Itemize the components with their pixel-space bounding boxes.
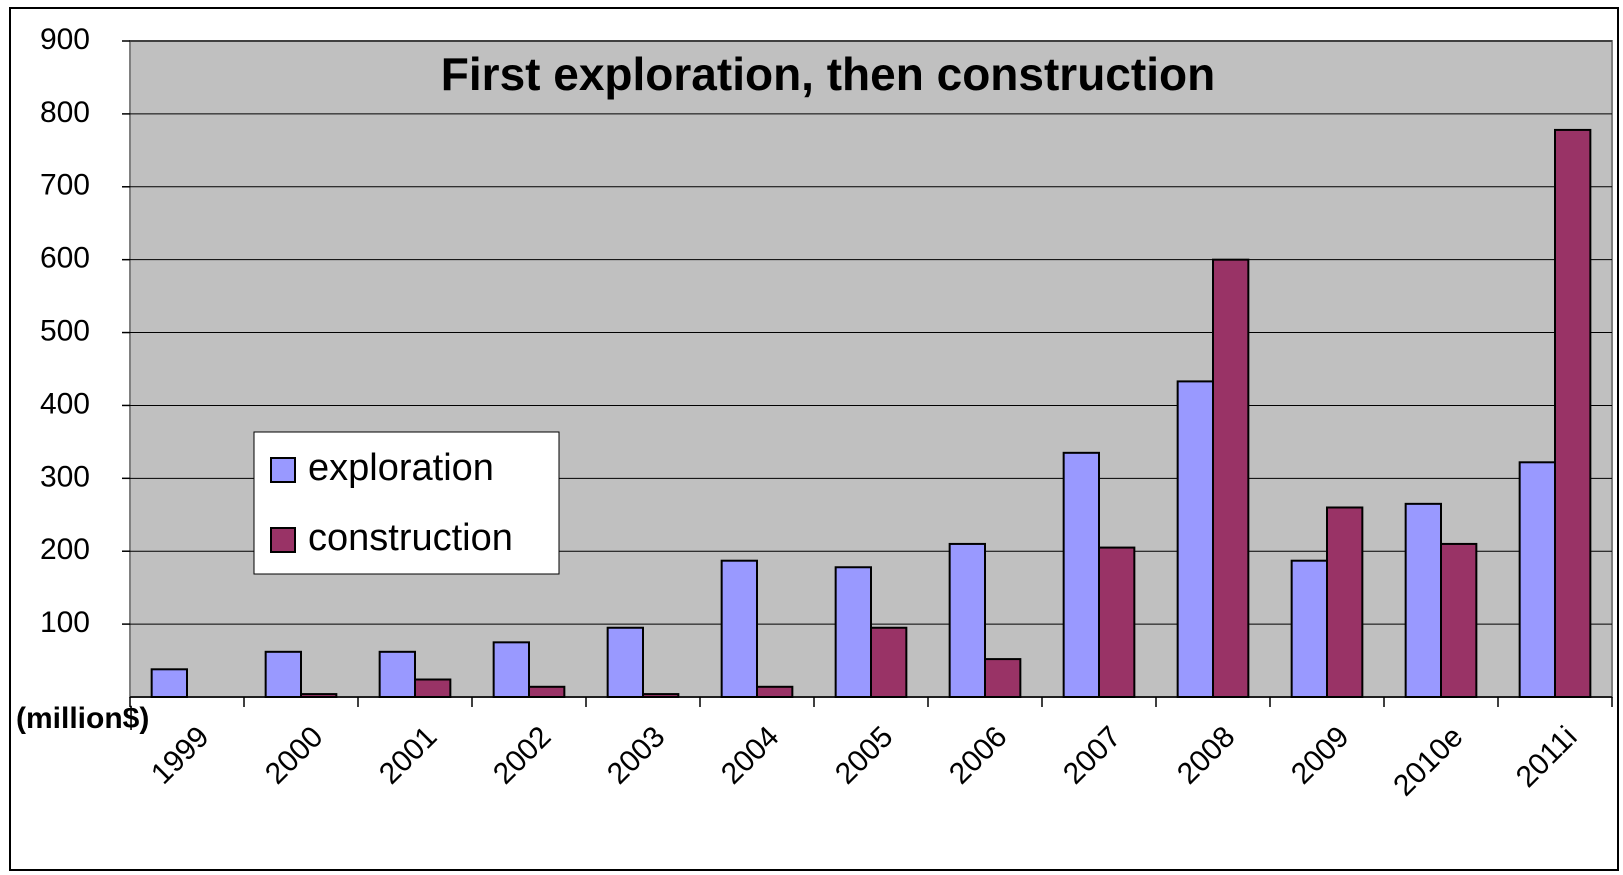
legend-label: construction [308, 517, 513, 559]
y-tick-label: 200 [40, 533, 90, 566]
legend: exploration construction [253, 431, 560, 575]
bar [1440, 542, 1478, 699]
y-tick-label: 700 [40, 169, 90, 202]
legend-label: exploration [308, 447, 494, 489]
y-axis-label: (million$) [16, 702, 149, 735]
y-tick-label: 800 [40, 96, 90, 129]
bar [414, 678, 452, 698]
bar [834, 566, 872, 698]
bar [492, 641, 531, 698]
bar [1518, 461, 1557, 699]
bars [150, 128, 1592, 699]
y-tick-label: 500 [40, 314, 90, 347]
bar [378, 650, 417, 699]
bar [1098, 546, 1136, 698]
y-tick-label: 400 [40, 387, 90, 420]
y-tick-label: 600 [40, 242, 90, 275]
bar [300, 693, 338, 699]
y-tick-label: 900 [40, 23, 90, 56]
bar [642, 693, 680, 699]
bar [1062, 451, 1101, 699]
bar [1326, 506, 1364, 698]
bar [1290, 559, 1329, 698]
legend-swatch [270, 527, 296, 553]
bar [528, 685, 566, 698]
bar [264, 650, 303, 699]
bar [870, 626, 908, 698]
chart-title: First exploration, then construction [441, 48, 1215, 100]
legend-box [253, 431, 560, 575]
bar [1554, 128, 1592, 698]
bar [150, 668, 189, 699]
y-tick-label: 300 [40, 460, 90, 493]
bar [1176, 380, 1215, 698]
bar [720, 559, 758, 698]
bar [1212, 258, 1250, 698]
y-tick-label: 100 [40, 606, 90, 639]
legend-swatch [270, 457, 296, 483]
bar [948, 542, 986, 699]
bar [606, 626, 644, 698]
bar [756, 685, 794, 698]
bar [984, 658, 1022, 698]
bar [1404, 502, 1443, 698]
